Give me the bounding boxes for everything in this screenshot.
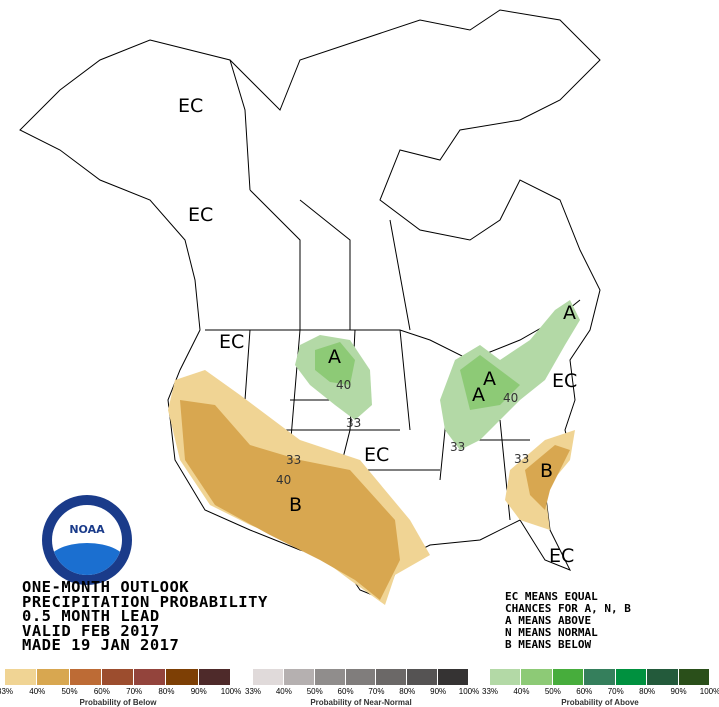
legend-swatch — [5, 669, 38, 685]
label-ec-alaska: EC — [178, 95, 204, 117]
legend-tick: 70% — [126, 687, 143, 696]
legend-swatch — [198, 669, 231, 685]
legend-swatch — [647, 669, 679, 685]
legend-tick: 50% — [544, 687, 561, 696]
map-key: EC MEANS EQUAL CHANCES FOR A, N, B A MEA… — [505, 590, 631, 651]
legend-tick: 80% — [399, 687, 416, 696]
legend-swatch — [407, 669, 439, 685]
legend-tick: 33% — [481, 687, 499, 696]
legend-below: 33% 40% 50% 60% 70% 80% 90% 100% Probability of… — [0, 669, 241, 707]
above-33-east — [440, 300, 580, 450]
legend-tick: 70% — [368, 687, 385, 696]
legend-swatch — [134, 669, 167, 685]
contour-40-plains: 40 — [336, 378, 352, 392]
label-a-northeast: A — [563, 302, 576, 324]
legend-tick: 40% — [513, 687, 530, 696]
legend-swatch — [69, 669, 102, 685]
label-b-sw: B — [289, 494, 303, 516]
label-ec-bc: EC — [188, 204, 214, 226]
label-ec-east: EC — [552, 370, 578, 392]
legend-tick: 40% — [29, 687, 46, 696]
legend-near-normal: 33% 40% 50% 60% 70% 80% 90% 100% Probability of… — [245, 669, 479, 707]
label-a-lakes-2: A — [472, 384, 485, 406]
legend-tick: 60% — [93, 687, 110, 696]
legend-title-below: Probability of Below — [79, 698, 157, 707]
legend-swatch — [438, 669, 470, 685]
legend-swatch — [314, 669, 346, 685]
legend-swatch — [552, 669, 585, 685]
legend-tick: 90% — [670, 687, 687, 696]
label-b-southeast: B — [540, 460, 554, 482]
legend-swatch — [376, 669, 408, 685]
legend-swatch — [678, 669, 710, 685]
label-ec-nw: EC — [219, 331, 245, 353]
legend-swatch — [345, 669, 377, 685]
legend-tick: 60% — [576, 687, 593, 696]
legend-above: 33% 40% 50% 60% 70% 80% 90% 100% Probability of… — [482, 669, 719, 707]
legend-swatch — [166, 669, 199, 685]
label-a-plains: A — [328, 346, 341, 368]
contour-33-se: 33 — [514, 452, 530, 466]
legend-tick: 50% — [61, 687, 78, 696]
contour-33-lakes: 33 — [450, 440, 466, 454]
legend-swatch — [584, 669, 616, 685]
legend-swatch — [253, 669, 284, 685]
noaa-logo: NOAA — [42, 495, 132, 585]
precip-regions — [168, 300, 580, 605]
contour-40-lakes: 40 — [503, 391, 519, 405]
label-ec-florida: EC — [549, 545, 575, 567]
contour-33-plains: 33 — [346, 416, 362, 430]
legend-tick: 70% — [607, 687, 624, 696]
legend-tick: 80% — [158, 687, 175, 696]
legend-swatch — [615, 669, 648, 685]
legend-swatch — [37, 669, 70, 685]
legend-swatch — [283, 669, 315, 685]
outlook-title: ONE-MONTH OUTLOOK PRECIPITATION PROBABIL… — [22, 578, 268, 654]
legend-tick: 90% — [430, 687, 447, 696]
legend-tick: 90% — [190, 687, 207, 696]
legend-swatch — [490, 669, 522, 685]
above-40-plains — [315, 342, 355, 385]
contour-33-sw: 33 — [286, 453, 302, 467]
legend-tick: 40% — [275, 687, 292, 696]
legend-swatch — [101, 669, 135, 685]
label-ec-central: EC — [364, 444, 390, 466]
below-40-sw — [180, 400, 400, 600]
above-40-east — [460, 355, 520, 410]
legend-swatch — [521, 669, 553, 685]
legend-tick: 60% — [337, 687, 354, 696]
label-a-lakes: A — [483, 368, 496, 390]
legend-tick: 100% — [699, 687, 719, 696]
contour-40-sw: 40 — [276, 473, 292, 487]
legend-tick: 100% — [220, 687, 242, 696]
legend-tick: 100% — [458, 687, 480, 696]
legend-title-above: Probability of Above — [561, 698, 639, 707]
below-40-se — [525, 445, 570, 510]
logo-text: NOAA — [69, 523, 105, 536]
legend-tick: 50% — [306, 687, 323, 696]
legend-tick: 80% — [639, 687, 656, 696]
legend-tick: 33% — [0, 687, 14, 696]
legend-title-near-normal: Probability of Near-Normal — [310, 698, 412, 707]
legend-tick: 33% — [244, 687, 262, 696]
